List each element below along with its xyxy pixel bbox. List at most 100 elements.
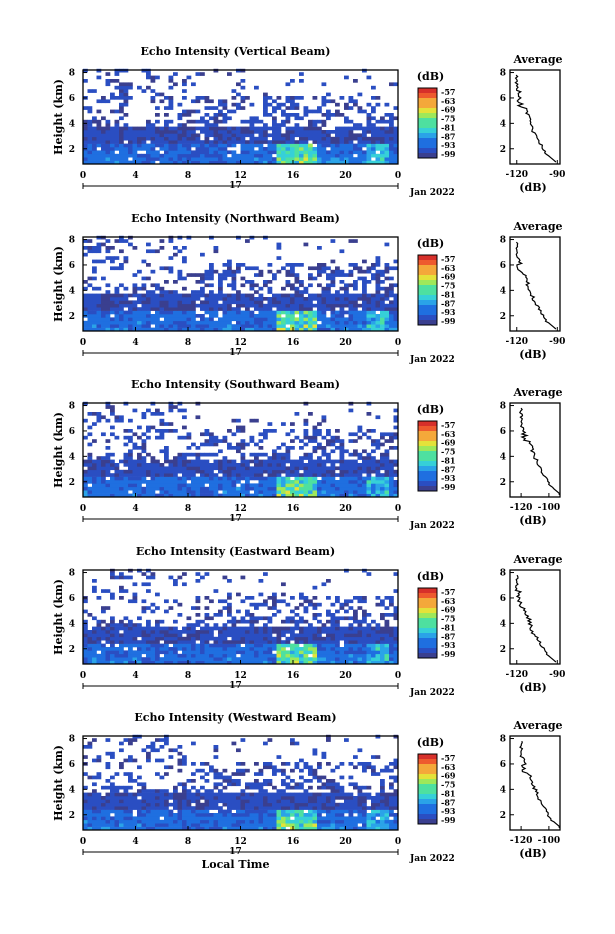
heatmap-cell <box>317 480 322 484</box>
date-suffix: Jan 2022 <box>409 355 455 365</box>
heatmap-cell <box>128 419 133 423</box>
heatmap-cell <box>281 470 286 474</box>
heatmap-cell <box>124 436 129 440</box>
heatmap-cell <box>133 582 138 586</box>
heatmap-cell <box>250 311 255 315</box>
heatmap-cell <box>83 460 88 464</box>
heatmap-cell <box>299 616 304 620</box>
heatmap-cell <box>295 157 300 161</box>
heatmap-cell <box>241 99 246 103</box>
heatmap-cell <box>187 432 192 436</box>
heatmap-cell <box>106 606 111 610</box>
heatmap-cell <box>286 483 291 487</box>
heatmap-cell <box>322 483 327 487</box>
heatmap-cell <box>371 429 376 433</box>
heatmap-cell <box>371 147 376 151</box>
colorbar-segment <box>418 633 437 638</box>
heatmap-cell <box>313 277 318 281</box>
heatmap-cell <box>151 633 156 637</box>
heatmap-cell <box>245 133 250 137</box>
heatmap-cell <box>254 823 259 827</box>
heatmap-cell <box>187 317 192 321</box>
heatmap-cell <box>389 137 394 141</box>
heatmap-cell <box>196 446 201 450</box>
heatmap-cell <box>124 300 129 304</box>
heatmap-cell <box>380 650 385 654</box>
heatmap-cell <box>232 280 237 284</box>
heatmap-cell <box>367 123 372 127</box>
heatmap-cell <box>88 633 93 637</box>
heatmap-cell <box>299 810 304 814</box>
heatmap-cell <box>295 263 300 267</box>
heatmap-cell <box>268 307 273 311</box>
heatmap-cell <box>331 470 336 474</box>
heatmap-cell <box>313 816 318 820</box>
heatmap-cell <box>304 304 309 308</box>
heatmap-cell <box>101 294 106 298</box>
heatmap-cell <box>115 820 120 824</box>
heatmap-cell <box>110 93 115 97</box>
heatmap-cell <box>340 314 345 318</box>
heatmap-cell <box>218 140 223 144</box>
heatmap-cell <box>371 137 376 141</box>
date-label: 17 <box>229 348 242 358</box>
heatmap-cell <box>178 453 183 457</box>
heatmap-cell <box>322 263 327 267</box>
heatmap-cell <box>286 154 291 158</box>
heatmap-cell <box>200 96 205 100</box>
heatmap-cell <box>223 106 228 110</box>
heatmap-cell <box>191 150 196 154</box>
heatmap-cell <box>115 630 120 634</box>
heatmap-cell <box>331 630 336 634</box>
heatmap-cell <box>389 294 394 298</box>
heatmap-cell <box>353 820 358 824</box>
heatmap-cell <box>304 307 309 311</box>
heatmap-cell <box>115 823 120 827</box>
heatmap-cell <box>299 307 304 311</box>
heatmap-cell <box>97 470 102 474</box>
heatmap-cell <box>313 813 318 817</box>
heatmap-cell <box>110 297 115 301</box>
heatmap-cell <box>133 599 138 603</box>
heatmap-cell <box>137 487 142 491</box>
heatmap-cell <box>178 321 183 325</box>
heatmap-cell <box>205 813 210 817</box>
heatmap-cell <box>173 640 178 644</box>
heatmap-cell <box>218 154 223 158</box>
heatmap-cell <box>97 412 102 416</box>
heatmap-cell <box>371 300 376 304</box>
average-x-label: (dB) <box>519 514 546 527</box>
heatmap-cell <box>214 294 219 298</box>
heatmap-cell <box>115 266 120 270</box>
heatmap-cell <box>385 133 390 137</box>
heatmap-cell <box>115 137 120 141</box>
heatmap-cell <box>362 470 367 474</box>
heatmap-cell <box>187 460 192 464</box>
heatmap-cell <box>146 820 151 824</box>
heatmap-cell <box>218 120 223 124</box>
heatmap-cell <box>272 147 277 151</box>
heatmap-cell <box>385 644 390 648</box>
heatmap-cell <box>353 321 358 325</box>
heatmap-cell <box>268 477 273 481</box>
heatmap-cell <box>259 270 264 274</box>
heatmap-cell <box>322 137 327 141</box>
heatmap-cell <box>124 157 129 161</box>
heatmap-cell <box>218 477 223 481</box>
heatmap-cell <box>164 799 169 803</box>
heatmap-cell <box>101 630 106 634</box>
heatmap-cell <box>205 304 210 308</box>
heatmap-cell <box>92 816 97 820</box>
heatmap-cell <box>272 144 277 148</box>
heatmap-cell <box>304 290 309 294</box>
heatmap-cell <box>196 650 201 654</box>
heatmap-cell <box>205 616 210 620</box>
heatmap-cell <box>241 96 246 100</box>
heatmap-cell <box>313 470 318 474</box>
heatmap-cell <box>169 657 174 661</box>
heatmap-cell <box>101 277 106 281</box>
heatmap-cell <box>164 453 169 457</box>
heatmap-cell <box>218 110 223 114</box>
heatmap-cell <box>151 477 156 481</box>
heatmap-cell <box>128 620 133 624</box>
